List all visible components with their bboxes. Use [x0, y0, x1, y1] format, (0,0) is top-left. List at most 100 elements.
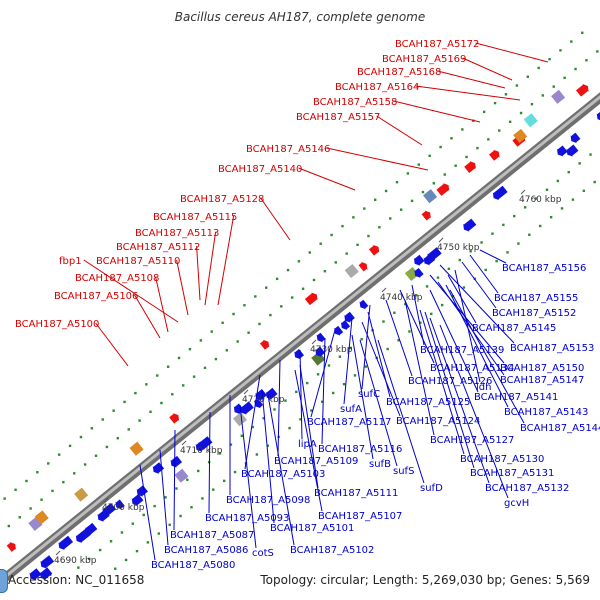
reverse-gene[interactable] [412, 267, 424, 280]
forward-gene-labels[interactable]: BCAH187_A5172 BCAH187_A5169 BCAH187_A5168 B… [15, 39, 479, 330]
reverse-gene-label[interactable]: BCAH187_A5117 [307, 417, 391, 428]
reverse-gene-label[interactable]: BCAH187_A5102 [290, 545, 374, 556]
reverse-gene[interactable] [564, 144, 579, 159]
reverse-gene[interactable] [314, 332, 326, 344]
reverse-gene-label[interactable]: sufC [358, 389, 380, 400]
reverse-gene[interactable] [129, 493, 144, 508]
reverse-gene-label[interactable]: ldh [476, 382, 491, 393]
feature-block[interactable] [34, 510, 49, 525]
reverse-gene[interactable] [83, 522, 98, 537]
reverse-gene-label[interactable]: BCAH187_A5131 [470, 468, 554, 479]
feature-block[interactable] [232, 412, 248, 427]
forward-gene-label[interactable]: BCAH187_A5106 [54, 291, 138, 302]
forward-gene-label[interactable]: BCAH187_A5157 [296, 112, 380, 123]
reverse-gene[interactable] [425, 247, 442, 264]
reverse-gene-label[interactable]: sufA [340, 404, 362, 415]
reverse-gene[interactable] [196, 435, 213, 451]
scroll-knob[interactable] [0, 569, 8, 593]
forward-gene[interactable] [575, 82, 591, 97]
forward-gene-label[interactable]: BCAH187_A5112 [116, 242, 200, 253]
reverse-gene-label[interactable]: BCAH187_A5109 [274, 456, 358, 467]
feature-block[interactable] [423, 189, 438, 204]
reverse-gene[interactable] [113, 499, 125, 512]
reverse-gene[interactable] [134, 484, 148, 498]
reverse-gene-label[interactable]: BCAH187_A5145 [472, 323, 556, 334]
reverse-gene[interactable] [38, 554, 55, 570]
forward-gene-label[interactable]: BCAH187_A5128 [180, 194, 264, 205]
feature-block[interactable] [344, 264, 359, 279]
reverse-gene-label[interactable]: gcvH [504, 498, 529, 509]
reverse-gene-label[interactable]: BCAH187_A5126 [408, 376, 492, 387]
reverse-gene[interactable] [168, 455, 183, 469]
feature-block[interactable] [174, 468, 189, 483]
reverse-gene-label[interactable]: BCAH187_A5107 [318, 511, 402, 522]
reverse-gene-label[interactable]: BCAH187_A5103 [241, 469, 325, 480]
forward-gene-label[interactable]: BCAH187_A5168 [357, 67, 441, 78]
reverse-gene[interactable] [357, 299, 369, 311]
forward-gene-label[interactable]: BCAH187_A5140 [218, 164, 302, 175]
reverse-gene-label[interactable]: BCAH187_A5080 [151, 560, 235, 571]
reverse-gene[interactable] [568, 132, 581, 145]
reverse-gene-label[interactable]: BCAH187_A5130 [460, 454, 544, 465]
reverse-gene-label[interactable]: BCAH187_A5093 [205, 513, 289, 524]
reverse-gene[interactable] [38, 567, 53, 582]
reverse-gene-label[interactable]: BCAH187_A5111 [314, 488, 398, 499]
reverse-gene[interactable] [412, 254, 426, 268]
reverse-gene-label[interactable]: BCAH187_A5144 [520, 423, 600, 434]
forward-gene-label[interactable]: fbp1 [59, 256, 82, 267]
reverse-gene-label[interactable]: BCAH187_A5125 [386, 397, 470, 408]
reverse-gene[interactable] [56, 535, 74, 552]
reverse-gene-label[interactable]: BCAH187_A5132 [485, 483, 569, 494]
forward-gene[interactable] [436, 181, 452, 197]
reverse-gene[interactable] [461, 218, 477, 234]
reverse-gene-label[interactable]: sufB [369, 459, 391, 470]
forward-gene-label[interactable]: BCAH187_A5115 [153, 212, 237, 223]
reverse-gene-label[interactable]: BCAH187_A5141 [474, 392, 558, 403]
forward-gene-label[interactable]: BCAH187_A5169 [382, 54, 466, 65]
forward-gene[interactable] [368, 243, 381, 256]
reverse-gene[interactable] [594, 109, 600, 123]
feature-block[interactable] [513, 128, 528, 143]
reverse-gene-label[interactable]: BCAH187_A5087 [170, 530, 254, 541]
reverse-gene[interactable] [253, 388, 267, 402]
reverse-gene[interactable] [292, 348, 305, 361]
feature-block[interactable] [551, 89, 566, 104]
forward-gene-label[interactable]: BCAH187_A5146 [246, 144, 330, 155]
forward-gene[interactable] [6, 540, 18, 553]
reverse-gene-label[interactable]: BCAH187_A5134 [430, 363, 514, 374]
reverse-gene-label[interactable]: BCAH187_A5147 [500, 375, 584, 386]
reverse-gene[interactable] [238, 401, 254, 417]
reverse-gene-label[interactable]: BCAH187_A5155 [494, 293, 578, 304]
reverse-gene[interactable] [339, 319, 351, 332]
reverse-gene-label[interactable]: BCAH187_A5150 [500, 363, 584, 374]
forward-gene[interactable] [464, 159, 479, 174]
forward-gene-label[interactable]: BCAH187_A5158 [313, 97, 397, 108]
reverse-gene-label[interactable]: cotS [252, 548, 274, 559]
reverse-gene-label[interactable]: BCAH187_A5101 [270, 523, 354, 534]
forward-gene-label[interactable]: BCAH187_A5108 [75, 273, 159, 284]
reverse-gene-label[interactable]: BCAH187_A5098 [226, 495, 310, 506]
reverse-gene-label[interactable]: BCAH187_A5116 [318, 444, 402, 455]
reverse-gene-label[interactable]: sufD [420, 483, 443, 494]
forward-gene-label[interactable]: BCAH187_A5164 [335, 82, 419, 93]
reverse-gene-label[interactable]: BCAH187_A5143 [504, 407, 588, 418]
gene-features[interactable] [6, 82, 600, 582]
feature-block[interactable] [74, 487, 89, 502]
forward-gene-label[interactable]: BCAH187_A5110 [96, 256, 180, 267]
reverse-gene-label[interactable]: lipA [298, 439, 317, 450]
feature-block[interactable] [523, 113, 538, 128]
forward-gene[interactable] [488, 148, 502, 162]
feature-block[interactable] [404, 266, 419, 282]
reverse-gene-labels[interactable]: BCAH187_A5156 BCAH187_A5155 BCAH187_A5152 B… [151, 263, 600, 571]
reverse-gene-label[interactable]: BCAH187_A5139 [420, 345, 504, 356]
reverse-gene-label[interactable]: BCAH187_A5124 [396, 416, 480, 427]
reverse-gene-label[interactable]: BCAH187_A5153 [510, 343, 594, 354]
reverse-gene[interactable] [27, 567, 42, 582]
forward-gene[interactable] [259, 338, 271, 351]
reverse-gene[interactable] [100, 502, 117, 518]
forward-gene-label[interactable]: BCAH187_A5113 [135, 228, 219, 239]
forward-gene-label[interactable]: BCAH187_A5100 [15, 319, 99, 330]
reverse-gene[interactable] [313, 346, 326, 359]
reverse-gene[interactable] [252, 398, 264, 410]
